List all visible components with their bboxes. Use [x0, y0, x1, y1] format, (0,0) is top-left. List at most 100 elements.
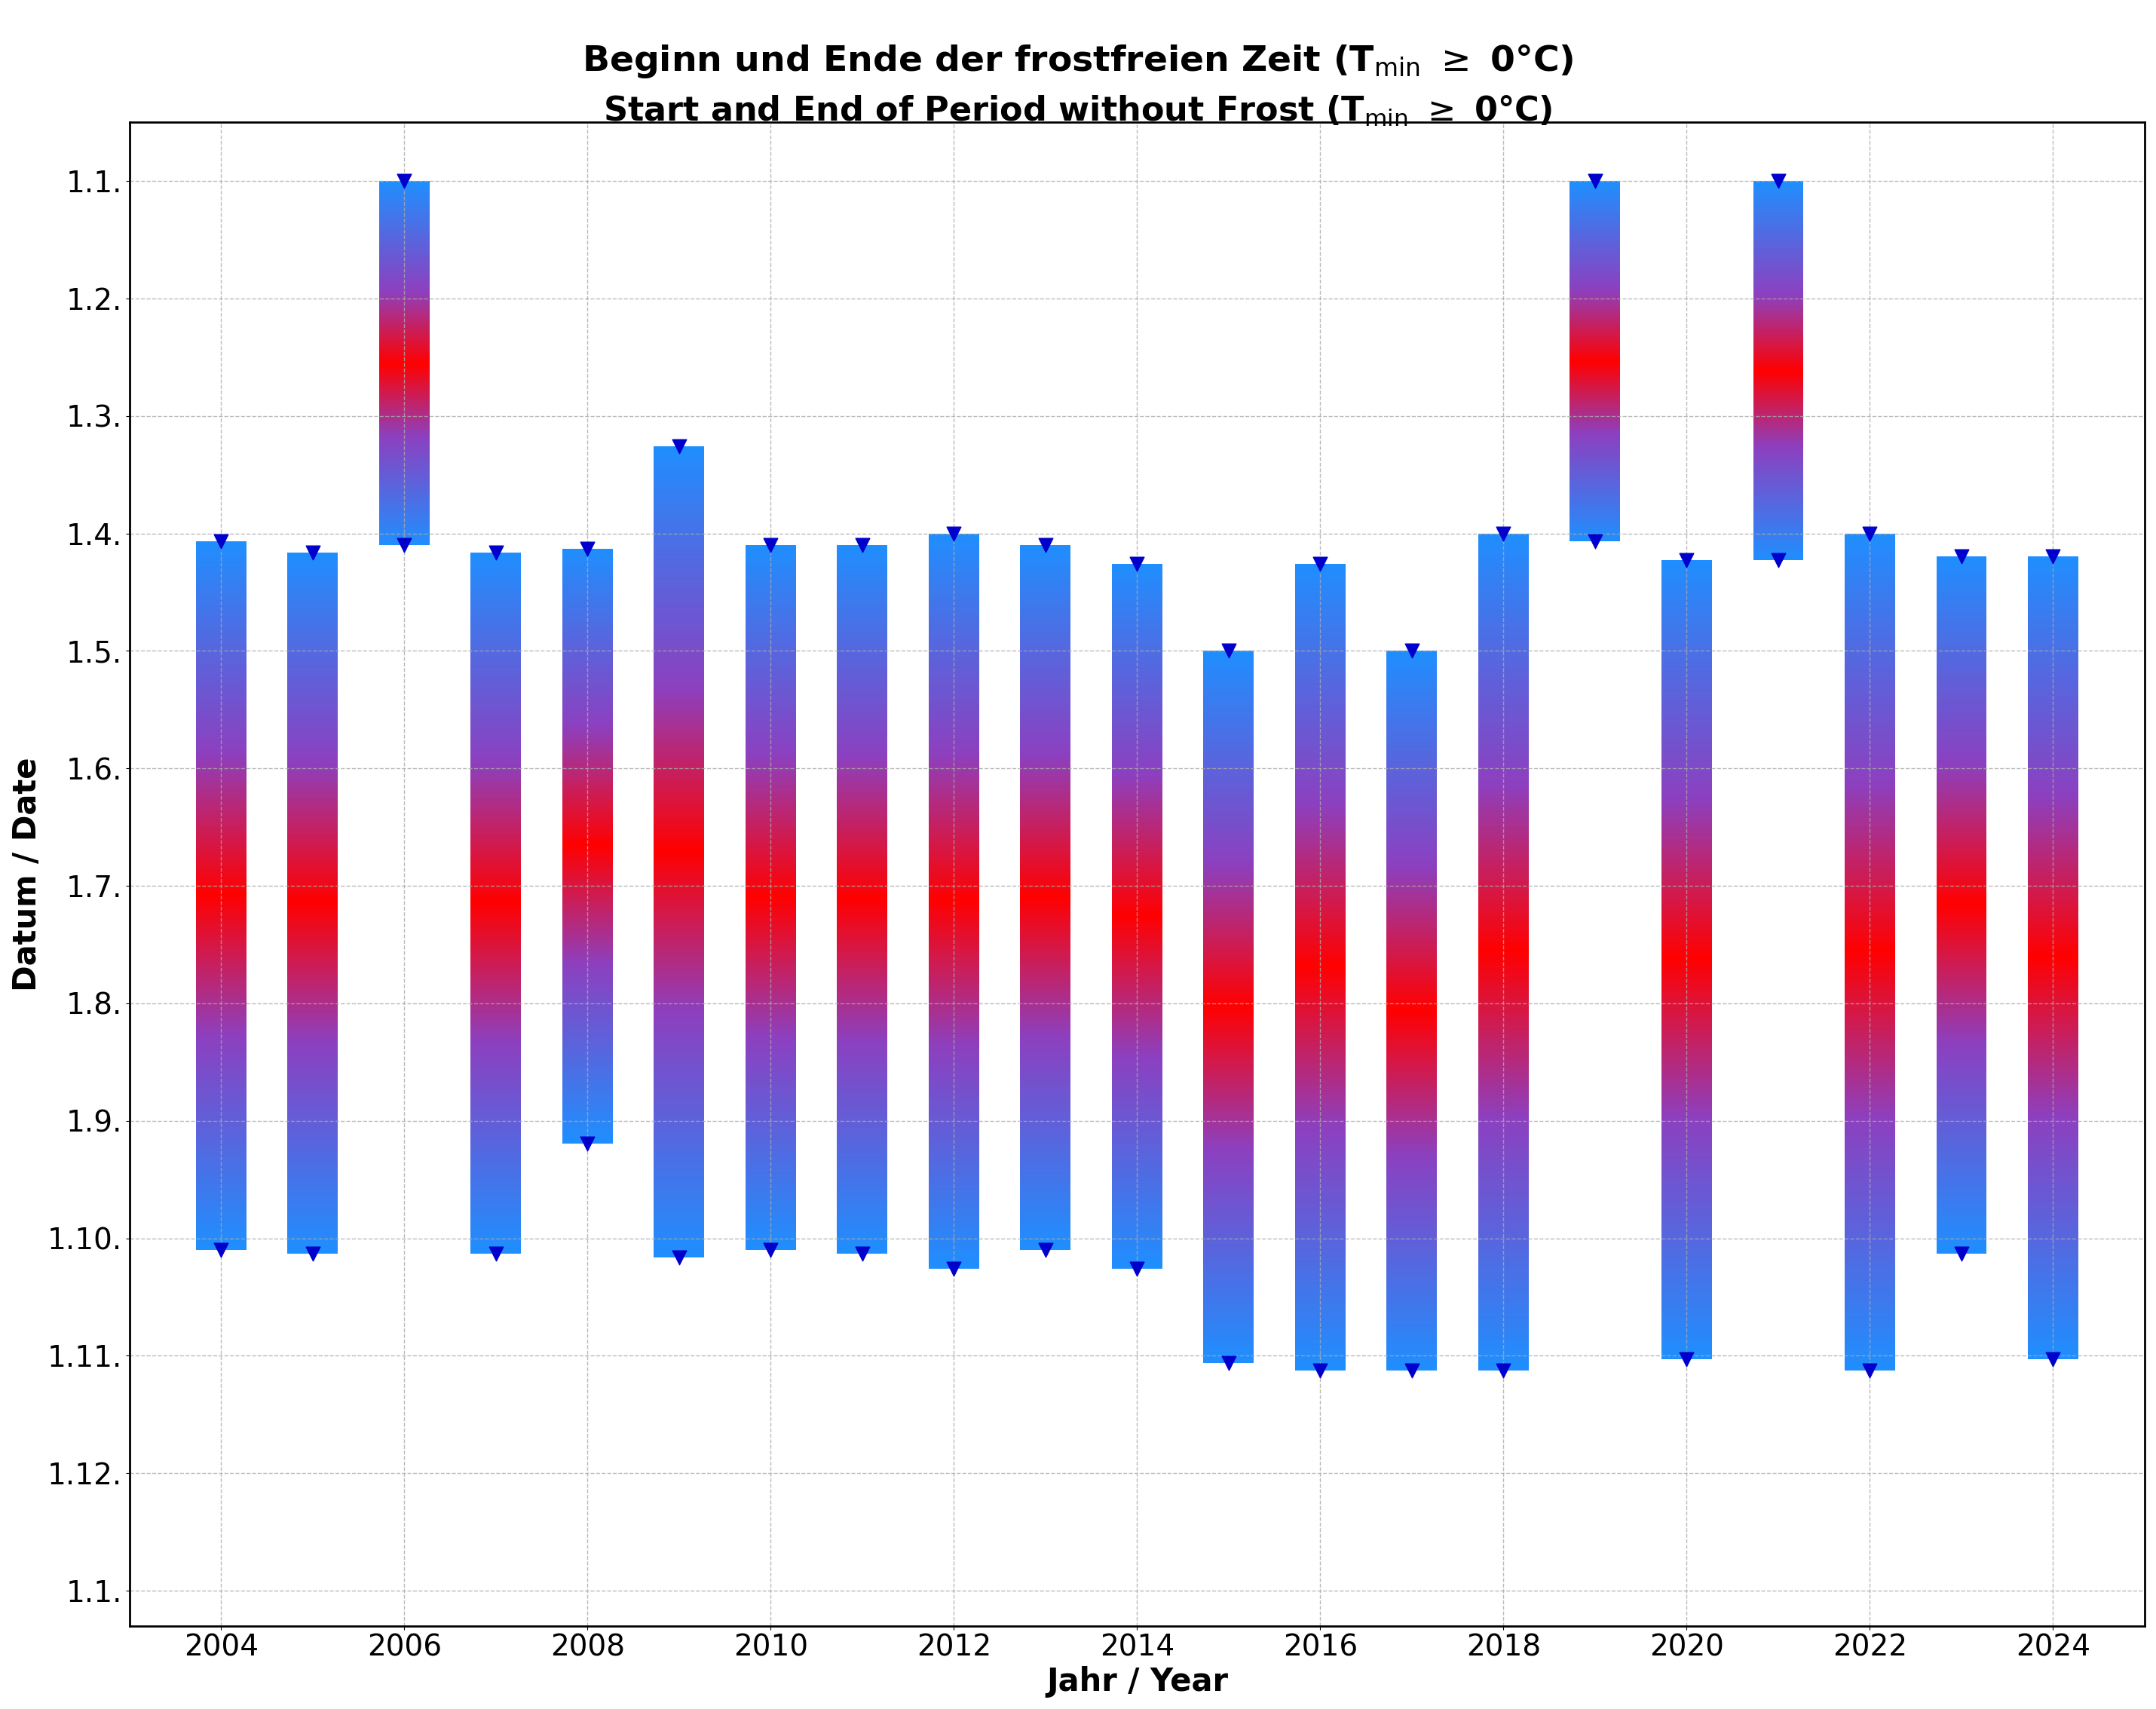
Bar — [196, 1058, 246, 1060]
Bar — [1479, 1143, 1529, 1145]
Bar — [653, 943, 705, 945]
Bar — [1296, 813, 1345, 815]
Bar — [653, 1189, 705, 1193]
Bar — [929, 943, 979, 945]
Bar — [1112, 619, 1162, 620]
Bar — [837, 943, 888, 945]
Bar — [1296, 634, 1345, 636]
Bar — [196, 1097, 246, 1099]
Bar — [746, 586, 796, 588]
Bar — [1112, 984, 1162, 986]
Bar — [837, 735, 888, 737]
Bar — [653, 952, 705, 954]
Bar — [1662, 820, 1712, 822]
Bar — [287, 901, 338, 902]
Bar — [470, 1013, 522, 1015]
Bar — [287, 1022, 338, 1024]
Bar — [1112, 567, 1162, 569]
Bar — [196, 1200, 246, 1201]
Bar — [1386, 784, 1438, 786]
Bar — [1936, 813, 1986, 815]
Bar — [1020, 632, 1072, 634]
Bar — [1936, 1183, 1986, 1184]
Bar — [929, 677, 979, 678]
Bar — [1203, 1196, 1255, 1198]
Bar — [287, 1078, 338, 1080]
Bar — [1662, 637, 1712, 639]
Bar — [653, 1131, 705, 1133]
Bar — [837, 1008, 888, 1010]
Bar — [1386, 853, 1438, 854]
Bar — [1936, 1188, 1986, 1189]
Bar — [287, 745, 338, 747]
Bar — [746, 1196, 796, 1198]
Bar — [929, 680, 979, 682]
Bar — [1662, 1307, 1712, 1309]
Bar — [1296, 733, 1345, 735]
Bar — [2029, 559, 2078, 561]
Bar — [1479, 1176, 1529, 1178]
Bar — [1936, 766, 1986, 767]
Bar — [929, 574, 979, 576]
Bar — [1112, 849, 1162, 851]
Bar — [1936, 1222, 1986, 1224]
Bar — [1479, 607, 1529, 608]
Bar — [1662, 1020, 1712, 1022]
Bar — [837, 1230, 888, 1232]
Bar — [1662, 1042, 1712, 1044]
Bar — [470, 737, 522, 738]
Bar — [1112, 1246, 1162, 1248]
Bar — [287, 747, 338, 749]
Bar — [1936, 1111, 1986, 1113]
Bar — [1936, 1066, 1986, 1068]
Bar — [837, 1058, 888, 1060]
Bar — [2029, 1060, 2078, 1063]
Bar — [287, 667, 338, 668]
Bar — [837, 584, 888, 586]
Bar — [2029, 971, 2078, 972]
Bar — [2029, 602, 2078, 605]
Bar — [1479, 892, 1529, 894]
Bar — [2029, 1128, 2078, 1131]
Bar — [1479, 945, 1529, 948]
Bar — [1112, 632, 1162, 634]
Bar — [1846, 680, 1895, 682]
Bar — [1203, 788, 1255, 790]
Bar — [196, 1056, 246, 1058]
Bar — [1296, 586, 1345, 588]
Bar — [1479, 878, 1529, 882]
Bar — [287, 697, 338, 699]
Bar — [287, 1251, 338, 1253]
Bar — [1020, 745, 1072, 747]
Bar — [1203, 901, 1255, 902]
Bar — [1479, 1236, 1529, 1237]
Bar — [746, 829, 796, 831]
Bar — [470, 807, 522, 808]
Bar — [1479, 627, 1529, 631]
Bar — [287, 844, 338, 848]
Bar — [1386, 655, 1438, 656]
Bar — [196, 1128, 246, 1130]
Bar — [287, 631, 338, 632]
Bar — [837, 689, 888, 690]
Bar — [746, 1215, 796, 1217]
Bar — [1662, 1167, 1712, 1169]
Bar — [1662, 680, 1712, 682]
Bar — [1203, 701, 1255, 702]
Bar — [1662, 1174, 1712, 1176]
Bar — [1020, 1075, 1072, 1077]
Bar — [1020, 872, 1072, 873]
Bar — [1203, 1230, 1255, 1232]
Bar — [470, 1125, 522, 1126]
Bar — [2029, 1080, 2078, 1082]
Bar — [1296, 1246, 1345, 1248]
Bar — [1479, 846, 1529, 848]
Bar — [1020, 952, 1072, 954]
Bar — [1479, 1268, 1529, 1270]
Bar — [2029, 990, 2078, 991]
Bar — [1112, 625, 1162, 627]
Bar — [196, 1166, 246, 1169]
Bar — [1846, 913, 1895, 914]
Bar — [929, 952, 979, 954]
Bar — [1296, 819, 1345, 820]
